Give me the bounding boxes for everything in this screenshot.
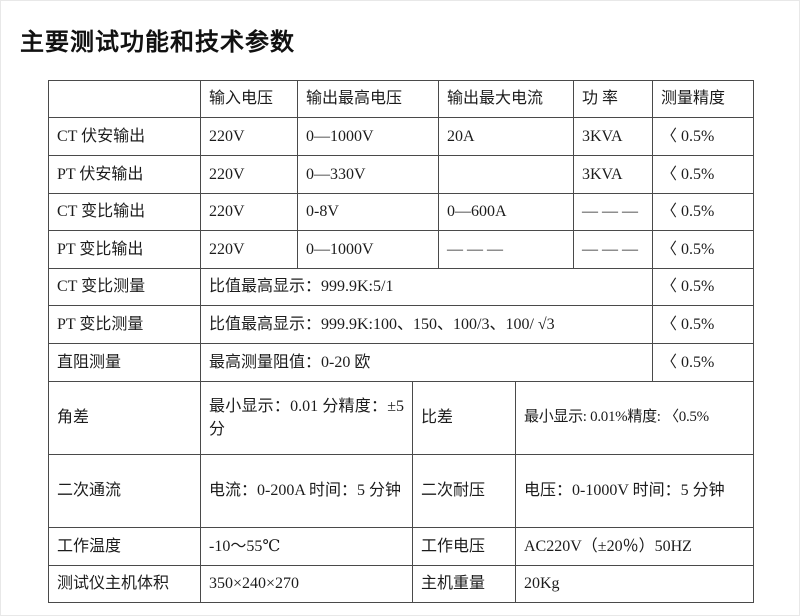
page-title: 主要测试功能和技术参数 [20, 30, 295, 56]
table-header-row: 输入电压 输出最高电压 输出最大电流 功 率 测量精度 [48, 80, 754, 118]
cell-accuracy: 〈 0.5% [652, 305, 754, 344]
cell-input-voltage: 220V [200, 117, 298, 156]
header-accuracy: 测量精度 [652, 80, 754, 118]
cell-value: 350×240×270 [200, 565, 413, 603]
cell-span-content: 比值最高显示：999.9K:100、150、100/3、100/ √3 [200, 305, 653, 344]
header-power: 功 率 [573, 80, 653, 118]
cell-power: — — — [573, 193, 653, 231]
row-label: PT 伏安输出 [48, 155, 201, 194]
table-row: 角差 最小显示：0.01 分精度：±5 分 比差 最小显示: 0.01%精度: … [48, 381, 754, 455]
row-label: PT 变比输出 [48, 230, 201, 269]
cell-max-voltage: 0-8V [297, 193, 439, 231]
cell-input-voltage: 220V [200, 193, 298, 231]
cell-power: 3KVA [573, 155, 653, 194]
cell-value: 电压：0-1000V 时间：5 分钟 [515, 454, 754, 528]
cell-max-current: — — — [438, 230, 574, 269]
table-row: 直阻测量 最高测量阻值：0-20 欧 〈 0.5% [48, 343, 754, 382]
cell-accuracy: 〈 0.5% [652, 155, 754, 194]
cell-max-current [438, 155, 574, 194]
cell-value: -10～55℃ [200, 527, 413, 566]
table-row: 工作温度 -10～55℃ 工作电压 AC220V（±20％）50HZ [48, 527, 754, 566]
cell-power: — — — [573, 230, 653, 269]
spec-table-top: 输入电压 输出最高电压 输出最大电流 功 率 测量精度 CT 伏安输出 220V… [48, 80, 754, 382]
row-label: CT 变比输出 [48, 193, 201, 231]
table-row: PT 伏安输出 220V 0—330V 3KVA 〈 0.5% [48, 155, 754, 194]
row-label: 比差 [412, 381, 516, 455]
cell-value: 电流：0-200A 时间：5 分钟 [200, 454, 413, 528]
row-label: 二次通流 [48, 454, 201, 528]
cell-max-current: 20A [438, 117, 574, 156]
cell-max-voltage: 0—1000V [297, 117, 439, 156]
header-max-output-voltage: 输出最高电压 [297, 80, 439, 118]
cell-span-content: 比值最高显示：999.9K:5/1 [200, 268, 653, 306]
cell-max-voltage: 0—330V [297, 155, 439, 194]
cell-input-voltage: 220V [200, 155, 298, 194]
cell-power: 3KVA [573, 117, 653, 156]
cell-accuracy: 〈 0.5% [652, 193, 754, 231]
cell-value: AC220V（±20％）50HZ [515, 527, 754, 566]
cell-input-voltage: 220V [200, 230, 298, 269]
cell-max-current: 0—600A [438, 193, 574, 231]
header-input-voltage: 输入电压 [200, 80, 298, 118]
cell-max-voltage: 0—1000V [297, 230, 439, 269]
cell-accuracy: 〈 0.5% [652, 343, 754, 382]
header-max-output-current: 输出最大电流 [438, 80, 574, 118]
cell-value: 最小显示：0.01 分精度：±5 分 [200, 381, 413, 455]
cell-accuracy: 〈 0.5% [652, 230, 754, 269]
spec-table-bottom: 角差 最小显示：0.01 分精度：±5 分 比差 最小显示: 0.01%精度: … [48, 381, 754, 603]
row-label: PT 变比测量 [48, 305, 201, 344]
row-label: 工作温度 [48, 527, 201, 566]
row-label: CT 变比测量 [48, 268, 201, 306]
table-row: PT 变比测量 比值最高显示：999.9K:100、150、100/3、100/… [48, 305, 754, 344]
row-label: 角差 [48, 381, 201, 455]
spec-table-container: 输入电压 输出最高电压 输出最大电流 功 率 测量精度 CT 伏安输出 220V… [48, 80, 754, 603]
row-label: CT 伏安输出 [48, 117, 201, 156]
cell-accuracy: 〈 0.5% [652, 268, 754, 306]
row-label: 主机重量 [412, 565, 516, 603]
cell-accuracy: 〈 0.5% [652, 117, 754, 156]
cell-value: 最小显示: 0.01%精度: 〈0.5% [515, 381, 754, 455]
table-row: PT 变比输出 220V 0—1000V — — — — — — 〈 0.5% [48, 230, 754, 269]
table-row: CT 变比输出 220V 0-8V 0—600A — — — 〈 0.5% [48, 193, 754, 231]
row-label: 二次耐压 [412, 454, 516, 528]
row-label: 测试仪主机体积 [48, 565, 201, 603]
table-row: CT 伏安输出 220V 0—1000V 20A 3KVA 〈 0.5% [48, 117, 754, 156]
header-empty-cell [48, 80, 201, 118]
cell-span-content: 最高测量阻值：0-20 欧 [200, 343, 653, 382]
cell-value: 20Kg [515, 565, 754, 603]
table-row: 二次通流 电流：0-200A 时间：5 分钟 二次耐压 电压：0-1000V 时… [48, 454, 754, 528]
table-row: 测试仪主机体积 350×240×270 主机重量 20Kg [48, 565, 754, 603]
table-row: CT 变比测量 比值最高显示：999.9K:5/1 〈 0.5% [48, 268, 754, 306]
row-label: 工作电压 [412, 527, 516, 566]
row-label: 直阻测量 [48, 343, 201, 382]
